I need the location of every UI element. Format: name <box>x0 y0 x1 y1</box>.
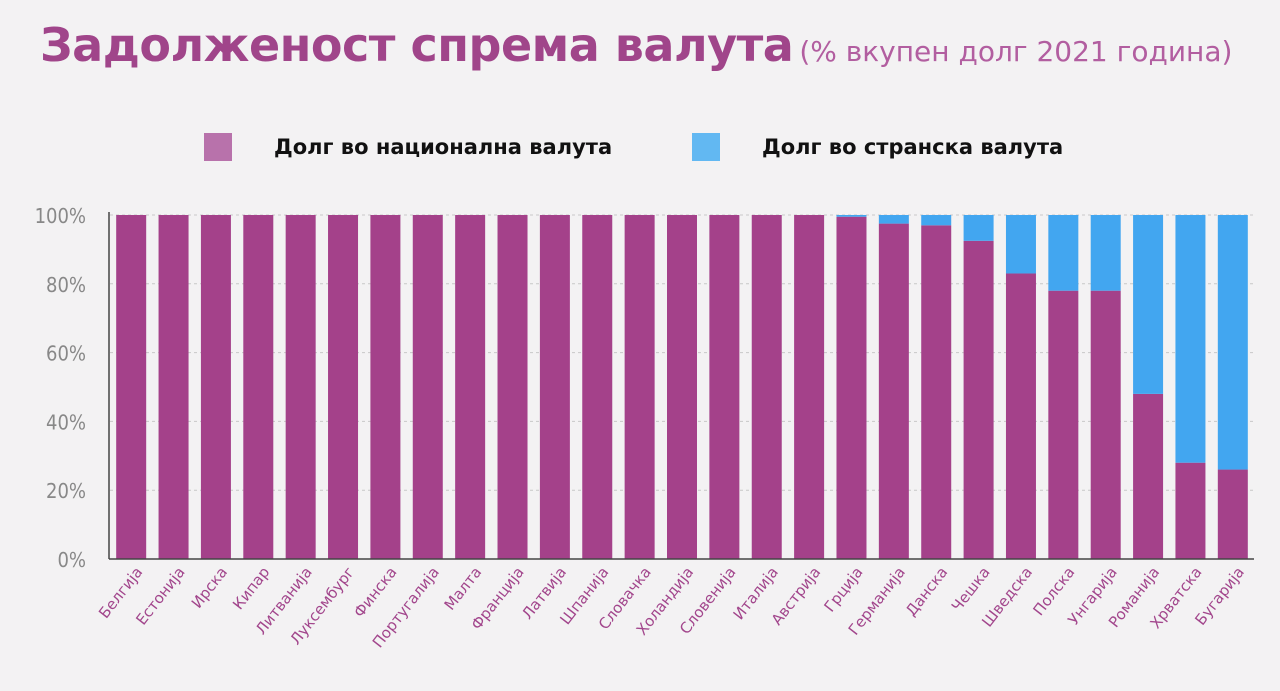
bar-national <box>243 215 274 559</box>
legend-label-national: Долг во национална валута <box>274 135 613 159</box>
x-category-label: Малта <box>441 563 486 613</box>
bar-national <box>836 216 867 559</box>
bar-national <box>328 215 359 559</box>
legend-item-foreign: Долг во странска валута <box>692 132 1063 162</box>
legend-label-foreign: Долг во странска валута <box>762 135 1064 159</box>
bar-national <box>709 215 740 559</box>
bar-national <box>963 240 994 560</box>
y-tick-label: 40% <box>46 410 86 434</box>
y-tick-label: 80% <box>46 273 86 297</box>
bar-national <box>116 215 147 559</box>
bar-national <box>667 215 697 559</box>
bar-national <box>370 215 401 559</box>
bar-national <box>200 215 231 559</box>
bar-national <box>1133 393 1164 559</box>
bar-foreign <box>1048 215 1079 291</box>
y-axis-ticks: 0% 20% 40% 60% 80% 100% <box>35 204 86 572</box>
legend-swatch-national <box>204 133 232 161</box>
bar-national <box>1048 290 1079 559</box>
bar-foreign <box>878 215 909 224</box>
bar-national <box>158 215 189 559</box>
chart-title: Задолженост спрема валута <box>40 18 794 72</box>
x-category-label: Кипар <box>229 563 273 613</box>
bar-national <box>412 215 443 559</box>
title-row: Задолженост спрема валута (% вкупен долг … <box>40 18 1260 72</box>
bar-foreign <box>1090 215 1121 291</box>
bar-national <box>794 215 825 559</box>
y-tick-label: 20% <box>46 479 86 503</box>
legend-item-national: Долг во национална валута <box>204 132 612 162</box>
bar-national <box>1175 462 1206 559</box>
bar-national <box>582 215 613 559</box>
bar-foreign <box>921 215 952 226</box>
bar-national <box>624 215 655 559</box>
bar-national <box>1090 290 1121 559</box>
legend-swatch-foreign <box>692 133 720 161</box>
bar-national <box>539 215 570 559</box>
x-category-label: Данска <box>902 563 951 619</box>
bar-foreign <box>1175 215 1206 463</box>
bar-national <box>921 225 952 559</box>
bar-national <box>497 215 528 559</box>
bar-foreign <box>963 215 994 241</box>
x-category-label: Ирска <box>188 563 231 611</box>
bar-national <box>285 215 316 559</box>
bar-national <box>878 223 909 559</box>
bar-national <box>1217 469 1248 559</box>
y-tick-label: 100% <box>35 204 86 228</box>
bar-foreign <box>1217 215 1248 470</box>
bar-foreign <box>836 215 867 217</box>
bar-foreign <box>1133 215 1164 394</box>
y-tick-label: 60% <box>46 342 86 366</box>
y-tick-label: 0% <box>57 548 86 572</box>
bar-national <box>1005 273 1036 559</box>
bar-foreign <box>1005 215 1036 274</box>
bars <box>116 215 1248 560</box>
bar-national <box>751 215 782 559</box>
bar-national <box>455 215 486 559</box>
chart-subtitle: (% вкупен долг 2021 година) <box>799 35 1233 68</box>
